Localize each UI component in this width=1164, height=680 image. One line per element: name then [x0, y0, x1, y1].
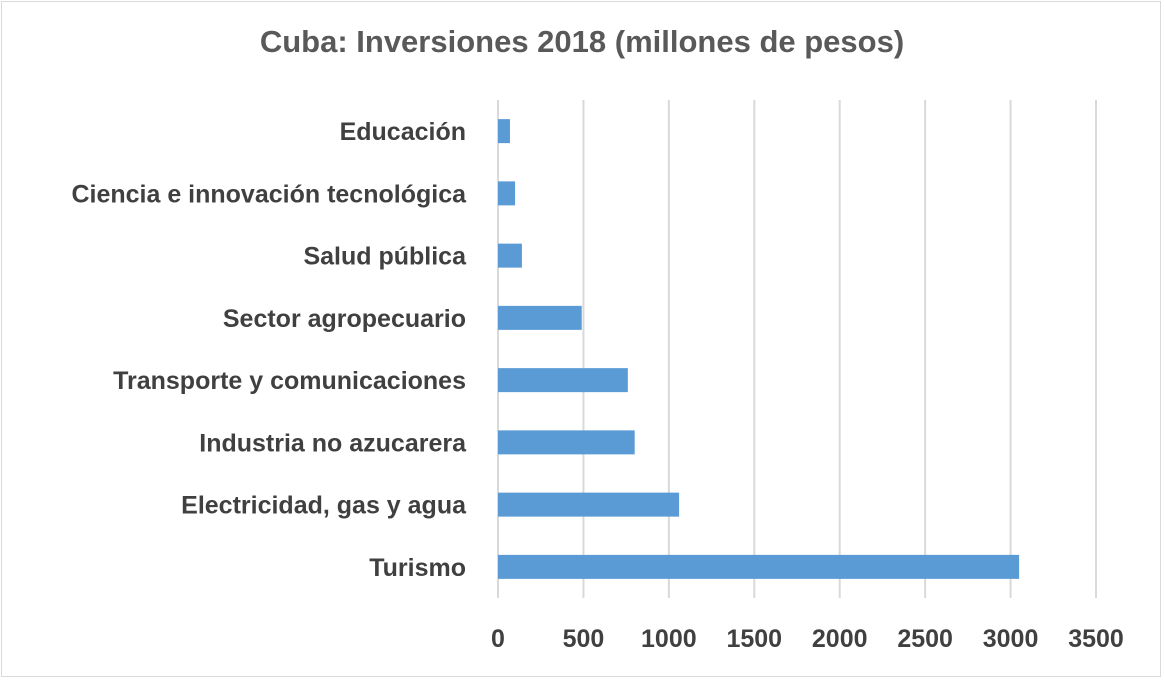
bar [498, 305, 582, 330]
bar [498, 181, 516, 206]
x-tick-label: 1000 [641, 625, 697, 653]
x-tick-label: 500 [563, 625, 605, 653]
category-label: Ciencia e innovación tecnológica [71, 180, 467, 208]
category-labels: Educación Ciencia e innovación tecnológic… [71, 118, 467, 582]
category-label: Industria no azucarera [199, 429, 467, 457]
bars [498, 119, 1020, 579]
category-label: Sector agropecuario [223, 305, 466, 333]
category-label: Salud pública [303, 243, 467, 271]
x-tick-label: 0 [491, 625, 505, 653]
category-label: Turismo [369, 554, 466, 582]
x-tick-label: 1500 [726, 625, 782, 653]
gridlines [497, 100, 1097, 598]
x-tick-label: 2000 [812, 625, 868, 653]
bar [498, 430, 635, 455]
bar [498, 243, 522, 268]
chart-title: Cuba: Inversiones 2018 (millones de peso… [259, 24, 905, 59]
category-label: Transporte y comunicaciones [113, 367, 466, 395]
x-tick-labels: 0 500 1000 1500 2000 2500 3000 3500 [491, 625, 1124, 653]
bar [498, 368, 628, 393]
x-tick-label: 3500 [1068, 625, 1124, 653]
bar [498, 119, 510, 144]
bar [498, 492, 680, 517]
category-label: Educación [340, 118, 466, 146]
x-tick-label: 3000 [983, 625, 1039, 653]
bar [498, 554, 1020, 579]
x-tick-label: 2500 [897, 625, 953, 653]
category-label: Electricidad, gas y agua [181, 492, 467, 520]
